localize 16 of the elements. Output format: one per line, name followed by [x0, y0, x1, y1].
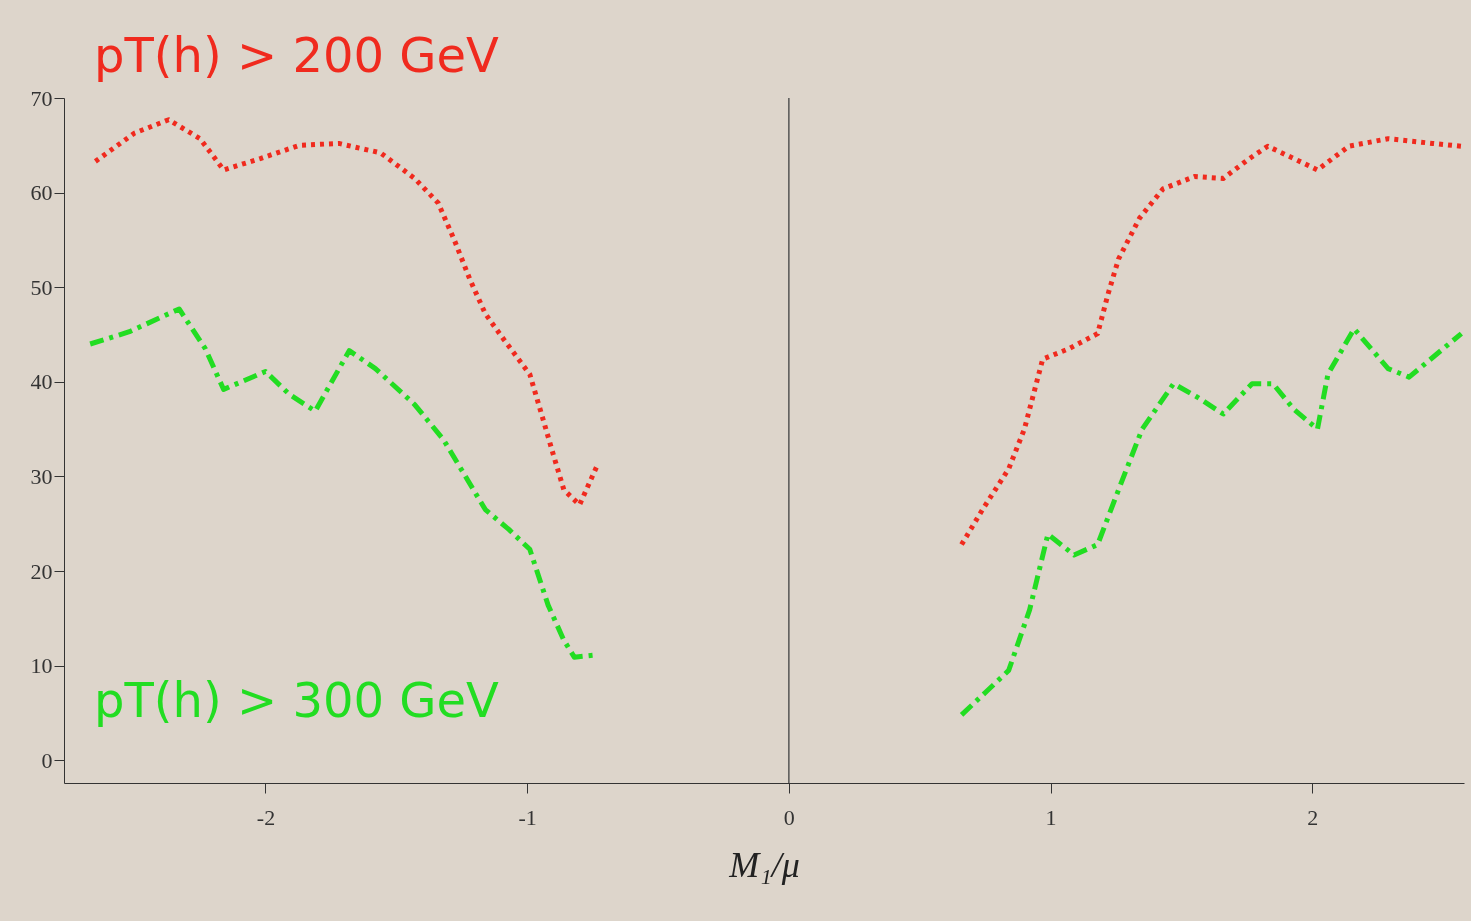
y-tick-label: 20	[30, 558, 53, 584]
x-tick-label: 1	[1045, 804, 1057, 830]
x-tick-label: -1	[518, 804, 537, 830]
y-tick-label: 70	[30, 85, 53, 111]
x-tick-label: 0	[783, 804, 795, 830]
series-label: pT(h) > 300 GeV	[94, 672, 499, 728]
y-tick-label: 50	[30, 274, 53, 300]
x-tick-label: 2	[1307, 804, 1319, 830]
x-axis-title: M₁/μ	[728, 844, 800, 885]
y-tick-label: 60	[30, 180, 53, 206]
y-tick-label: 30	[30, 463, 53, 489]
y-tick-label: 0	[41, 747, 53, 773]
y-tick-label: 40	[30, 369, 53, 395]
series-label: pT(h) > 200 GeV	[94, 27, 499, 83]
x-tick-label: -2	[256, 804, 276, 830]
y-tick-label: 10	[30, 653, 53, 679]
